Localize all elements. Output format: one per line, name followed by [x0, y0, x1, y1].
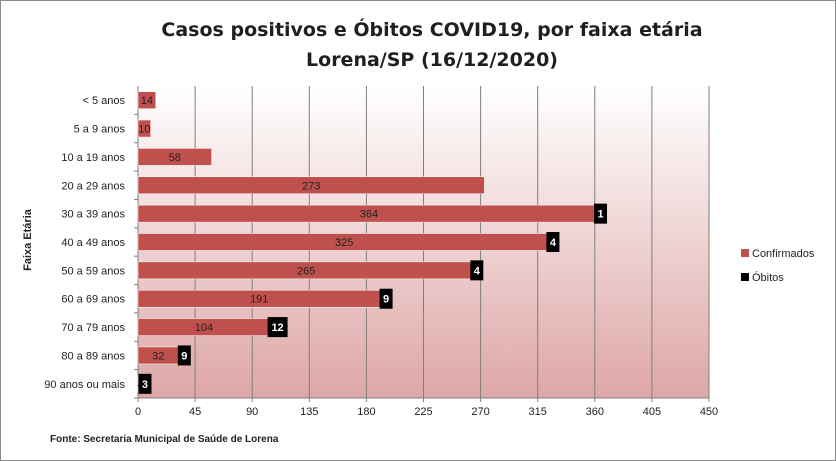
category-label: 80 a 89 anos [61, 350, 125, 362]
bar-confirmados [137, 148, 212, 166]
category-label: 30 a 39 anos [61, 209, 125, 221]
source-note: Fonte: Secretaria Municipal de Saúde de … [50, 434, 279, 445]
x-tick-label: 405 [643, 406, 661, 418]
category-label: 50 a 59 anos [61, 265, 125, 277]
data-label-confirmados: 265 [297, 265, 315, 277]
data-label-box-obitos [379, 288, 393, 309]
bar-confirmados [137, 176, 485, 195]
legend-swatch-obitos [741, 273, 749, 281]
data-label-obitos: 4 [474, 265, 481, 277]
x-tick-label: 45 [189, 406, 201, 418]
data-label-box-obitos [267, 317, 288, 338]
chart-title: Casos positivos e Óbitos COVID19, por fa… [161, 17, 702, 41]
x-tick-label: 450 [700, 406, 718, 418]
data-label-confirmados: 14 [141, 95, 153, 107]
data-label-confirmados: 325 [335, 237, 353, 249]
x-tick-label: 135 [300, 406, 318, 418]
chart-subtitle: Lorena/SP (16/12/2020) [306, 49, 558, 71]
data-label-box-obitos [546, 232, 560, 252]
data-label-box-obitos [138, 373, 152, 394]
data-label-box-obitos [177, 345, 191, 366]
data-label-obitos: 12 [271, 322, 283, 334]
x-tick-label: 270 [471, 406, 489, 418]
data-label-obitos: 4 [550, 237, 557, 249]
data-label-confirmados: 58 [169, 152, 181, 164]
x-tick-label: 0 [135, 406, 141, 418]
y-axis-label: Faixa Etária [22, 208, 34, 271]
x-tick-label: 90 [246, 406, 258, 418]
bar-confirmados [137, 91, 157, 109]
category-label: 70 a 79 anos [61, 322, 125, 334]
category-label: < 5 anos [82, 95, 125, 107]
data-label-obitos: 1 [597, 209, 603, 221]
category-label: 10 a 19 anos [61, 152, 125, 164]
data-label-confirmados: 364 [360, 209, 378, 221]
legend: Confirmados Óbitos [741, 248, 815, 284]
x-tick-label: 315 [529, 406, 547, 418]
data-label-obitos: 9 [383, 294, 389, 306]
data-label-confirmados: 104 [195, 322, 213, 334]
data-label-box-obitos [594, 203, 608, 224]
bar-confirmados [137, 119, 151, 138]
data-label-confirmados: 10 [138, 124, 150, 136]
category-label: 5 a 9 anos [74, 124, 126, 136]
legend-label-confirmados: Confirmados [752, 248, 815, 260]
legend-label-obitos: Óbitos [752, 271, 784, 284]
data-label-confirmados: 273 [302, 180, 320, 192]
data-label-confirmados: 191 [250, 294, 268, 306]
data-label-box-obitos [470, 260, 484, 281]
legend-swatch-confirmados [741, 249, 749, 257]
category-label: 20 a 29 anos [61, 180, 125, 192]
category-label: 40 a 49 anos [61, 237, 125, 249]
x-tick-label: 180 [357, 406, 375, 418]
category-label: 60 a 69 anos [61, 294, 125, 306]
data-label-obitos: 3 [142, 379, 148, 391]
x-tick-label: 360 [586, 406, 604, 418]
x-tick-label: 225 [414, 406, 432, 418]
data-label-confirmados: 32 [152, 350, 164, 362]
data-label-obitos: 9 [181, 350, 187, 362]
plot-area: 0 45 90 135 180 225 270 315 360 405 450< 5 anos 145… [44, 86, 718, 418]
category-label: 90 anos ou mais [44, 379, 125, 391]
